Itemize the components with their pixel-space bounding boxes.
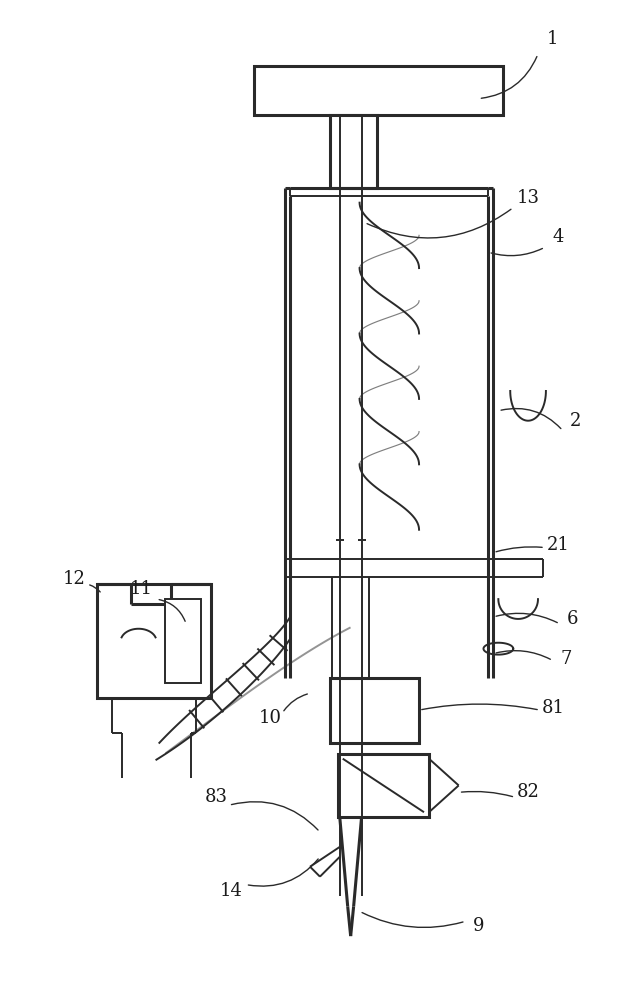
Bar [338,754,429,817]
Text: 10: 10 [259,709,282,727]
Text: 83: 83 [204,788,227,806]
Bar [97,584,211,698]
Text: 2: 2 [570,412,582,430]
Text: 9: 9 [473,917,485,935]
Text: 1: 1 [547,30,558,48]
Text: 6: 6 [567,610,578,628]
Bar [330,678,419,743]
Bar [330,115,377,188]
Text: 13: 13 [516,189,540,207]
Text: 81: 81 [541,699,565,717]
Text: 21: 21 [546,536,569,554]
Text: 4: 4 [552,228,563,246]
Text: 11: 11 [130,580,153,598]
Bar [254,66,503,115]
Text: 12: 12 [63,570,86,588]
Text: 14: 14 [219,882,242,900]
Text: 7: 7 [560,650,572,668]
Bar [165,599,201,683]
Text: 82: 82 [516,783,540,801]
